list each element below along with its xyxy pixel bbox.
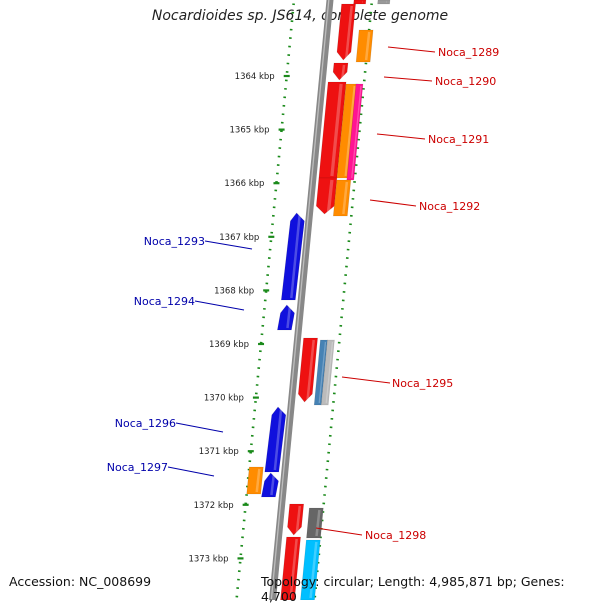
gene-label[interactable]: Noca_1295 [392, 377, 453, 390]
label-leader-line [376, 133, 426, 140]
gene-noca-1295-shine [306, 339, 315, 401]
gene-label[interactable]: Noca_1293 [144, 235, 205, 248]
map-title: Nocardioides sp. JS614, complete genome [151, 8, 449, 24]
gene-noca-1289-orange [355, 29, 374, 63]
gene-noca-1291-shine [330, 83, 343, 177]
scale-label: 1372 kbp [194, 501, 234, 511]
gene-noca-1297-orange-shine [255, 468, 261, 493]
gene-noca-1298-gray-shine [315, 509, 321, 537]
gene-noca-1292-orange [332, 179, 352, 217]
label-leader-line [204, 240, 253, 250]
gene-noca-1296 [264, 406, 287, 473]
kbp-scale: 1364 kbp 1365 kbp 1366 kbp 1367 kbp 1368 kbp… [188, 0, 374, 600]
accession-text: Accession: NC_008699 [9, 574, 152, 589]
label-leader-line [194, 300, 245, 311]
gene-noca-1291-orange-shine [344, 85, 356, 177]
gene-noca-1295 [297, 337, 318, 403]
label-leader-line [387, 46, 436, 53]
scale-label: 1368 kbp [214, 286, 254, 296]
gene-label[interactable]: Noca_1289 [438, 46, 499, 59]
scale-label: 1369 kbp [209, 340, 249, 350]
gene-noca-1297-orange [246, 466, 264, 495]
gene-noca-1293-shine [290, 214, 301, 299]
gene-noca-1297-shine [270, 474, 276, 496]
backbone-highlight [270, 0, 330, 600]
gene-label[interactable]: Noca_1298 [365, 529, 426, 542]
gene-noca-1292-orange-shine [342, 181, 349, 215]
scale-label: 1366 kbp [224, 179, 264, 189]
scale-label: 1373 kbp [188, 554, 228, 564]
gene-noca-1289-orange-shine [364, 31, 371, 61]
gene-noca-1294 [277, 304, 295, 331]
label-leader-line [315, 527, 363, 536]
gene-noca-1298-gray [306, 507, 324, 539]
gene-noca-1291-pink [346, 83, 364, 181]
gene-label[interactable]: Noca_1296 [115, 417, 176, 430]
gene-noca-1295-silver-shine [325, 341, 334, 404]
label-leader-line [175, 422, 224, 433]
track-gray-top [377, 0, 391, 5]
gene-label[interactable]: Noca_1290 [435, 75, 496, 88]
gene-noca-1289-shine [345, 5, 353, 59]
gene-noca-1294-shine [286, 306, 292, 329]
gene-noca-1298-shine [295, 505, 302, 534]
scale-label: 1371 kbp [199, 447, 239, 457]
gene-noca-1296-shine [273, 408, 283, 471]
gene-noca-1298 [287, 503, 305, 536]
scale-label: 1370 kbp [204, 394, 244, 404]
gene-noca-1297 [261, 472, 279, 498]
genome-backbone [269, 0, 334, 600]
gene-bottom-red [280, 536, 301, 600]
scale-label: 1364 kbp [235, 72, 275, 82]
gene-bottom-red-shine [289, 538, 298, 599]
feature-tracks [246, 0, 391, 600]
gene-noca-1291-pink-shine [351, 85, 362, 179]
gene-label[interactable]: Noca_1291 [428, 133, 489, 146]
gene-noca-1292-shine [326, 179, 334, 213]
gene-bottom-cyan-shine [309, 541, 318, 599]
gene-noca-1289 [336, 3, 356, 61]
label-leader-line [369, 199, 417, 207]
gene-noca-1292 [315, 177, 338, 215]
gene-top-partial [353, 0, 367, 5]
scale-label: 1367 kbp [219, 233, 259, 243]
gene-noca-1293 [280, 212, 305, 301]
label-leader-line [341, 376, 391, 384]
gene-label[interactable]: Noca_1294 [134, 295, 195, 308]
gene-bottom-cyan [300, 539, 321, 600]
gene-labels: Noca_1289 Noca_1290 Noca_1291 Noca_1292 Noca… [107, 46, 500, 542]
gene-noca-1290 [332, 62, 349, 81]
gene-label[interactable]: Noca_1292 [419, 200, 480, 213]
gene-noca-1295-silver [320, 339, 335, 406]
gene-noca-1290-shine [341, 64, 346, 79]
label-leader-line [167, 466, 215, 477]
gene-label[interactable]: Noca_1297 [107, 461, 168, 474]
gene-noca-1295-steel-shine [318, 341, 327, 404]
scale-label: 1365 kbp [230, 126, 270, 136]
label-leader-line [383, 76, 433, 82]
